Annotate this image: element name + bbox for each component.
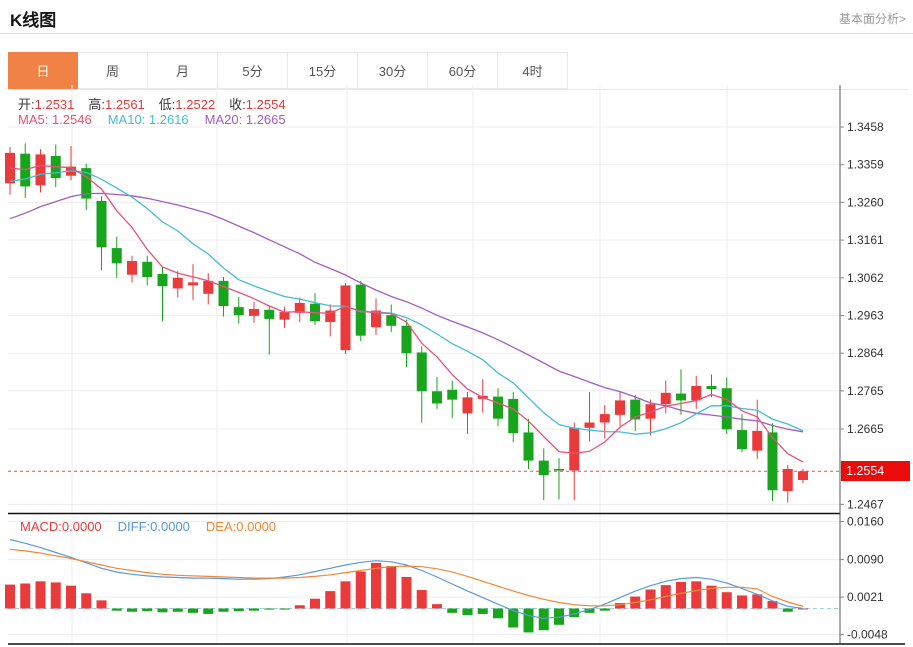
tab-5分[interactable]: 5分 [218, 52, 288, 89]
low-label: 低: [158, 97, 176, 112]
fundamental-analysis-link[interactable]: 基本面分析> [838, 12, 906, 26]
tab-15分[interactable]: 15分 [288, 52, 358, 89]
macd-value-legend: MACD:0.0000 [20, 519, 102, 534]
tab-周[interactable]: 周 [78, 52, 148, 89]
ma10-line [9, 170, 804, 435]
svg-text:0.0021: 0.0021 [847, 590, 884, 604]
tab-月[interactable]: 月 [148, 52, 218, 89]
svg-text:0.0090: 0.0090 [847, 553, 884, 567]
high-value: 1.2561 [105, 97, 145, 112]
svg-text:1.2765: 1.2765 [847, 384, 884, 398]
candlesticks [5, 143, 808, 503]
kline-macd-chart[interactable]: 1.3458 1.3359 1.3260 1.3161 1.3062 1.2963 1.28… [0, 85, 913, 647]
open-value: 1.2531 [34, 97, 75, 112]
ma5-line [9, 164, 804, 463]
diff-line [9, 538, 804, 619]
tab-4时[interactable]: 4时 [498, 52, 568, 89]
title-divider [0, 33, 913, 34]
close-label: 收: [229, 97, 246, 112]
ma20-line [9, 192, 804, 433]
low-value: 1.2522 [175, 97, 216, 112]
tab-日[interactable]: 日 [8, 52, 78, 89]
svg-text:1.2665: 1.2665 [847, 422, 884, 436]
svg-text:1.2864: 1.2864 [847, 346, 884, 360]
svg-text:0.0160: 0.0160 [847, 515, 884, 529]
tab-60分[interactable]: 60分 [428, 52, 498, 89]
dea-line [9, 548, 804, 607]
gridlines [8, 85, 840, 644]
current-price-badge: 1.2554 [841, 461, 910, 481]
svg-text:1.2963: 1.2963 [847, 308, 884, 322]
page-title: K线图 [10, 11, 57, 30]
dea-value-legend: DEA:0.0000 [205, 519, 277, 534]
y-axis-labels: 1.3458 1.3359 1.3260 1.3161 1.3062 1.2963 1.28… [840, 120, 888, 642]
interval-tab-bar: 日周月 5分 15分 30分 60分 4时 [8, 52, 908, 90]
ma10-legend: MA10: 1.2616 [107, 112, 189, 127]
ohlc-legend: 开:1.2531 高:1.2561 低:1.2522 收:1.2554 [18, 94, 300, 113]
svg-text:-0.0048: -0.0048 [847, 628, 888, 642]
close-value: 1.2554 [245, 97, 286, 112]
tab-30分[interactable]: 30分 [358, 52, 428, 89]
svg-text:1.3260: 1.3260 [847, 195, 884, 209]
diff-value-legend: DIFF:0.0000 [117, 519, 190, 534]
high-label: 高: [88, 97, 106, 112]
ma-legend: MA5: 1.2546 MA10: 1.2616 MA20: 1.2665 [18, 112, 302, 127]
svg-text:1.3062: 1.3062 [847, 271, 884, 285]
svg-text:1.3161: 1.3161 [847, 233, 884, 247]
svg-text:1.2467: 1.2467 [847, 497, 884, 511]
svg-text:1.3359: 1.3359 [847, 158, 884, 172]
ma20-legend: MA20: 1.2665 [204, 112, 286, 127]
svg-text:1.3458: 1.3458 [847, 120, 884, 134]
macd-legend: MACD:0.0000 DIFF:0.0000 DEA:0.0000 [20, 519, 292, 534]
ma5-legend: MA5: 1.2546 [18, 112, 92, 127]
open-label: 开: [18, 97, 35, 112]
